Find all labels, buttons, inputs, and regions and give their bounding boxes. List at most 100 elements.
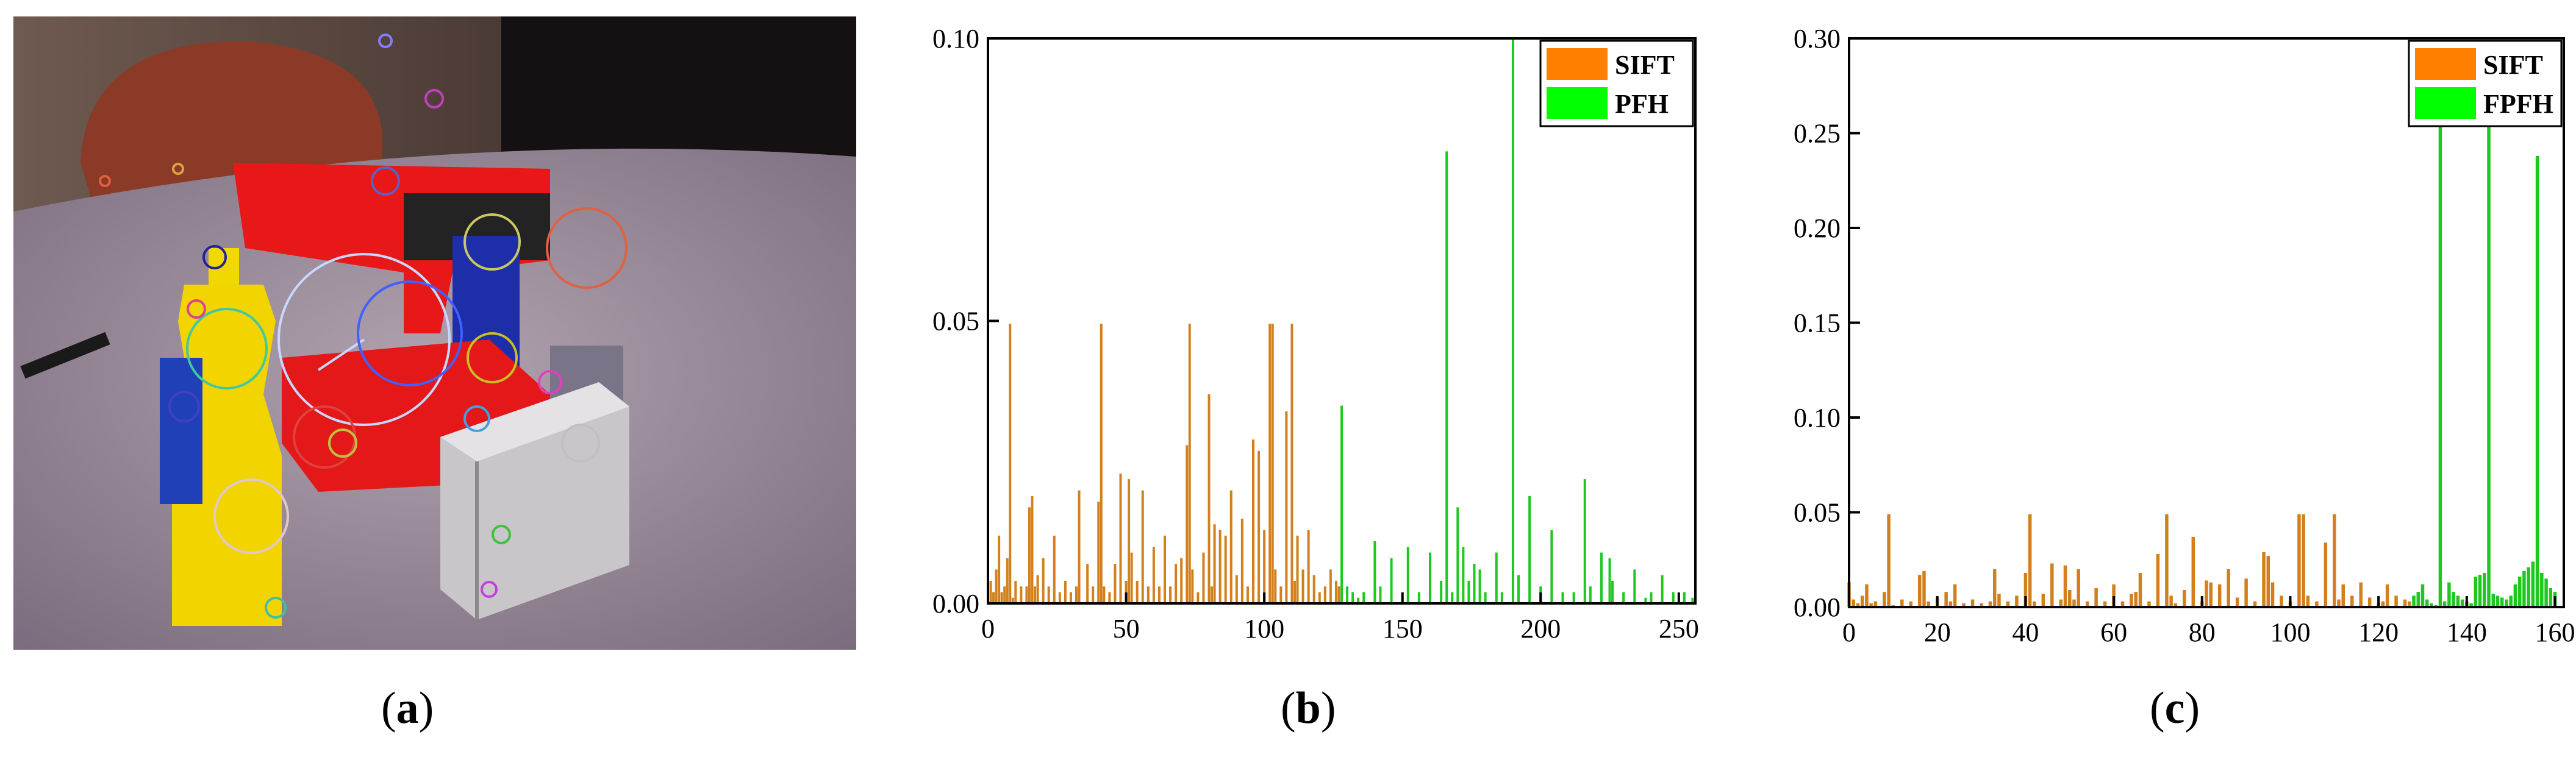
bar (1296, 535, 1299, 603)
bar (2447, 582, 2451, 607)
bar (1235, 575, 1238, 603)
bar (2262, 552, 2266, 607)
bar (2359, 582, 2363, 607)
bar (2425, 599, 2429, 607)
mustard-bottle (160, 248, 282, 626)
bar (2333, 514, 2336, 607)
bar (2174, 603, 2178, 607)
legend-label-pfh: PFH (1615, 89, 1669, 119)
series-sift-bars (987, 324, 1340, 603)
bar (1644, 597, 1647, 603)
bar (1252, 439, 1254, 603)
bar (2420, 584, 2425, 607)
bar (2430, 603, 2433, 607)
legend-swatch-sift (1547, 48, 1608, 80)
bar (2306, 595, 2310, 607)
bar (1006, 558, 1009, 603)
bar (1661, 575, 1664, 603)
bar (1357, 597, 1360, 603)
bar (1318, 592, 1321, 603)
bar (1224, 535, 1227, 603)
bar (1992, 569, 1997, 607)
bar (1164, 535, 1166, 603)
bar (1611, 580, 1614, 603)
bar (2341, 584, 2345, 607)
bar (1691, 597, 1694, 603)
bar (1517, 575, 1520, 603)
x-tick-label: 100 (2270, 617, 2310, 647)
bar (2050, 563, 2054, 607)
bar (1922, 570, 1926, 607)
bar (2535, 155, 2539, 607)
bar (1962, 603, 1966, 607)
bar (1108, 592, 1111, 603)
bar (2297, 514, 2301, 607)
bar (1036, 575, 1039, 603)
bar (995, 569, 998, 603)
histogram-sift-fpfh: 0.00 0.05 0.10 0.15 0.20 0.25 0.30 0 20 40 60 80 100… (1794, 24, 2575, 647)
bar (2500, 597, 2504, 607)
bar (1218, 530, 1222, 603)
bar (1307, 530, 1310, 603)
bar (2227, 569, 2230, 607)
bar (2324, 542, 2328, 607)
bar (1622, 592, 1625, 603)
legend: SIFT PFH (1539, 40, 1694, 127)
bar (1550, 530, 1553, 603)
bar (1000, 592, 1003, 603)
bar (1323, 586, 1326, 603)
bar (1927, 601, 1930, 607)
x-tick-label: 120 (2358, 617, 2399, 647)
x-tick-label: 20 (1924, 617, 1951, 647)
bar (1856, 603, 1860, 607)
bar (1600, 552, 1603, 603)
bar (2138, 573, 2142, 607)
bar (1456, 507, 1459, 603)
bar (1213, 524, 1216, 603)
bar (1511, 38, 1514, 603)
bar (2120, 601, 2125, 607)
bar (1136, 580, 1139, 603)
bar (2094, 588, 2098, 607)
series-fpfh-bars (2412, 46, 2557, 607)
bar (1147, 586, 1150, 603)
bar (1125, 580, 1128, 603)
keypoint-photo (13, 16, 856, 650)
legend: SIFT FPFH (2408, 40, 2563, 127)
bar (1240, 518, 1243, 603)
bar (1246, 586, 1249, 603)
bar (2033, 601, 2036, 607)
bar (2059, 599, 2063, 607)
bar (1988, 601, 1992, 607)
bar (2183, 590, 2186, 607)
bar (1944, 592, 1948, 607)
bar (1285, 411, 1288, 603)
bar (1130, 552, 1133, 603)
battery-box (440, 382, 629, 620)
bar (1003, 586, 1006, 603)
bar (2544, 578, 2548, 607)
bar (1097, 502, 1100, 603)
bar (1337, 586, 1340, 603)
bar (1268, 324, 1272, 603)
bar (2452, 592, 2455, 607)
bar (1478, 569, 1481, 603)
bar (1672, 592, 1675, 603)
bar (1020, 586, 1023, 603)
y-tick-label: 0.20 (1794, 213, 1841, 243)
y-tick-label: 0.00 (1794, 592, 1841, 622)
bar (2041, 594, 2045, 607)
bar (2483, 573, 2486, 607)
y-tick-label: 0.10 (1794, 403, 1841, 433)
legend-swatch-sift (2415, 48, 2476, 80)
bar (1852, 599, 1855, 607)
bar (2517, 577, 2522, 607)
legend-swatch-fpfh (2415, 87, 2476, 119)
legend-label-sift: SIFT (2483, 50, 2543, 80)
pen (20, 332, 110, 379)
bar (1034, 586, 1037, 603)
bar (2540, 573, 2544, 607)
bar (1100, 324, 1103, 603)
bar (2147, 601, 2151, 607)
bar (1011, 597, 1014, 603)
